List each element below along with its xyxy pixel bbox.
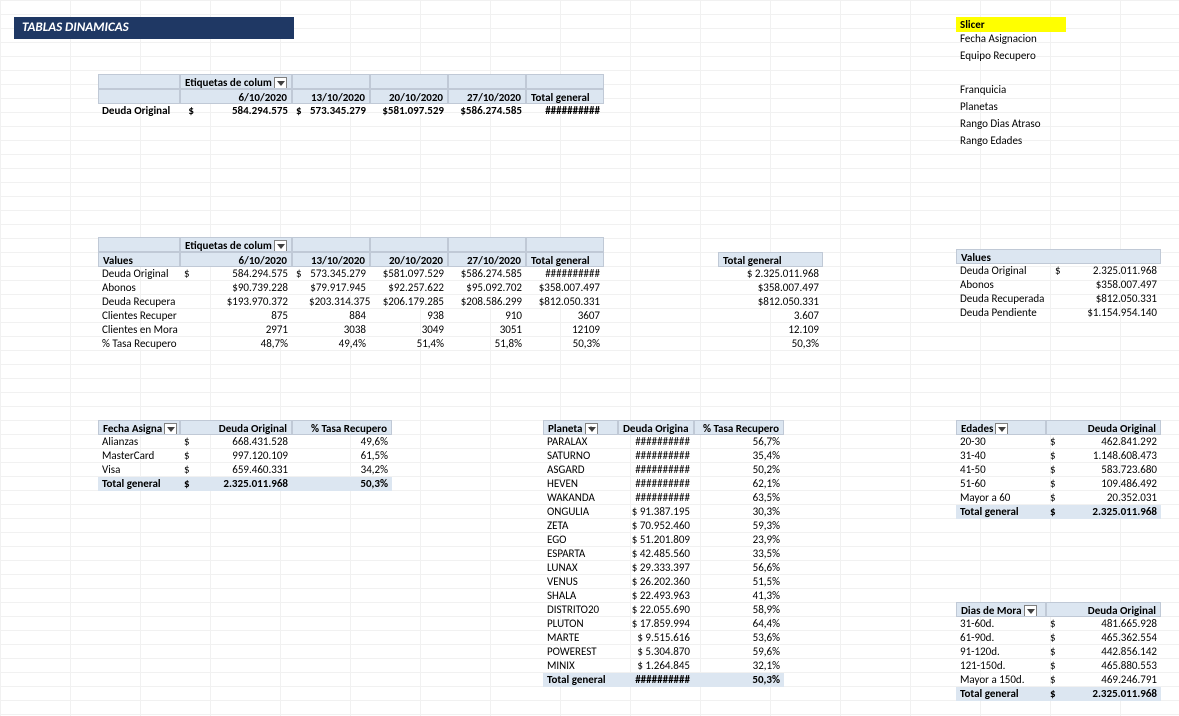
franquicia-label: MasterCard xyxy=(98,449,180,463)
planeta-label: ESPARTA xyxy=(543,547,618,561)
values-label: Deuda Original xyxy=(956,264,1051,278)
side-total-value: 50,3% xyxy=(718,337,823,351)
slicer-item[interactable]: Planetas xyxy=(956,100,1066,114)
planeta-label: ONGULIA xyxy=(543,505,618,519)
dropdown-icon[interactable] xyxy=(274,240,287,252)
mora-label: 31-60d. xyxy=(956,617,1046,631)
planeta-header[interactable]: Planeta xyxy=(543,420,618,435)
edades-label: 31-40 xyxy=(956,449,1046,463)
planeta-label: ASGARD xyxy=(543,463,618,477)
mora-label: 121-150d. xyxy=(956,659,1046,673)
row-label: Abonos xyxy=(98,281,180,295)
row-label: Deuda Recupera xyxy=(98,295,180,309)
dropdown-icon[interactable] xyxy=(164,423,177,435)
planeta-label: LUNAX xyxy=(543,561,618,575)
side-total-value: 12.109 xyxy=(718,323,823,337)
pivot-table-franquicia: Fecha Asigna Deuda Original % Tasa Recup… xyxy=(98,420,392,491)
side-total-value: $358.007.497 xyxy=(718,281,823,295)
row-label: % Tasa Recupero xyxy=(98,337,180,351)
row-label: Clientes Recuper xyxy=(98,309,180,323)
planeta-label: PLUTON xyxy=(543,617,618,631)
values-label: Deuda Pendiente xyxy=(956,306,1051,320)
side-total-value: 3.607 xyxy=(718,309,823,323)
slicer-item xyxy=(956,66,1066,80)
edades-label: Mayor a 60 xyxy=(956,491,1046,505)
planeta-label: DISTRITO20 xyxy=(543,603,618,617)
dropdown-icon[interactable] xyxy=(1024,605,1037,617)
dropdown-icon[interactable] xyxy=(995,423,1008,435)
mora-label: 91-120d. xyxy=(956,645,1046,659)
planeta-label: VENUS xyxy=(543,575,618,589)
fecha-asigna-header[interactable]: Fecha Asigna xyxy=(98,420,180,435)
slicer-item[interactable]: Equipo Recupero xyxy=(956,49,1066,63)
planeta-label: WAKANDA xyxy=(543,491,618,505)
edades-label: 41-50 xyxy=(956,463,1046,477)
planeta-label: HEVEN xyxy=(543,477,618,491)
column-labels-header[interactable]: Etiquetas de colum xyxy=(180,74,292,89)
slicer-item[interactable]: Rango Dias Atraso xyxy=(956,117,1066,131)
mora-header[interactable]: Dias de Mora xyxy=(956,602,1046,617)
dropdown-icon[interactable] xyxy=(274,77,287,89)
planeta-label: SHALA xyxy=(543,589,618,603)
column-labels-header-2[interactable]: Etiquetas de colum xyxy=(180,237,292,252)
pivot-table-values: Etiquetas de colum Values 6/10/2020 13/1… xyxy=(98,237,604,351)
pivot-table-edades: Edades Deuda Original 20-30$462.841.2923… xyxy=(956,420,1161,519)
pivot-table-mora: Dias de Mora Deuda Original 31-60d.$481.… xyxy=(956,602,1161,701)
planeta-label: SATURNO xyxy=(543,449,618,463)
values-summary: Values Deuda Original$2.325.011.968Abono… xyxy=(956,249,1161,320)
slicer-header: Slicer xyxy=(956,17,1066,32)
slicer-item[interactable]: Franquicia xyxy=(956,83,1066,97)
pivot-table-planeta: Planeta Deuda Origina % Tasa Recupero PA… xyxy=(543,420,784,687)
edades-label: 20-30 xyxy=(956,435,1046,449)
planeta-label: POWEREST xyxy=(543,645,618,659)
planeta-label: MARTE xyxy=(543,631,618,645)
planeta-label: MINIX xyxy=(543,659,618,673)
page-title: TABLAS DINAMICAS xyxy=(14,17,294,39)
pivot-table-side-totals: Total general $ 2.325.011.968$358.007.49… xyxy=(718,252,823,351)
mora-label: Mayor a 150d. xyxy=(956,673,1046,687)
values-label: Abonos xyxy=(956,278,1051,292)
edades-header[interactable]: Edades xyxy=(956,420,1046,435)
row-label: Deuda Original xyxy=(98,267,180,281)
slicer-item[interactable]: Fecha Asignacion xyxy=(956,32,1066,46)
side-total-value: $812.050.331 xyxy=(718,295,823,309)
franquicia-label: Visa xyxy=(98,463,180,477)
row-label: Clientes en Mora xyxy=(98,323,180,337)
dropdown-sorted-icon[interactable] xyxy=(585,423,598,435)
slicer-panel: Slicer Fecha Asignacion Equipo Recupero Fr… xyxy=(956,17,1066,151)
franquicia-label: Alianzas xyxy=(98,435,180,449)
planeta-label: ZETA xyxy=(543,519,618,533)
pivot-table-deuda-original: Etiquetas de colum 6/10/2020 13/10/2020 … xyxy=(98,74,604,118)
values-label: Deuda Recuperada xyxy=(956,292,1051,306)
planeta-label: EGO xyxy=(543,533,618,547)
slicer-item[interactable]: Rango Edades xyxy=(956,134,1066,148)
edades-label: 51-60 xyxy=(956,477,1046,491)
side-total-value: $ 2.325.011.968 xyxy=(718,267,823,281)
planeta-label: PARALAX xyxy=(543,435,618,449)
mora-label: 61-90d. xyxy=(956,631,1046,645)
